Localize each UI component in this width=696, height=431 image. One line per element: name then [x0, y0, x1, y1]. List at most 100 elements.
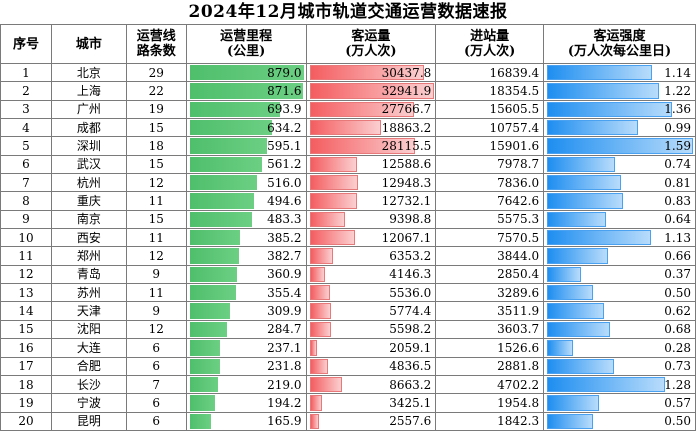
cell-lines: 29 [125, 62, 187, 83]
entries-value: 16839.4 [489, 65, 540, 80]
mileage-data-bar [189, 65, 304, 81]
cell-entries: 3844.0 [435, 246, 545, 266]
volume-data-bar [309, 285, 331, 301]
volume-data-bar [309, 101, 415, 118]
mileage-value: 494.6 [267, 194, 302, 209]
volume-value: 12732.1 [381, 194, 432, 209]
cell-intensity: 1.22 [543, 81, 696, 101]
mileage-value: 194.2 [267, 395, 302, 410]
cell-mileage: 483.3 [185, 209, 307, 230]
cell-city: 深圳 [50, 136, 127, 156]
intensity-value: 0.28 [664, 340, 691, 355]
volume-data-bar [309, 138, 416, 154]
intensity-data-bar [547, 266, 582, 283]
cell-entries: 10757.4 [435, 118, 545, 138]
cell-rank: 9 [0, 209, 52, 230]
entries-value: 2881.8 [497, 359, 540, 374]
mileage-value: 360.9 [267, 267, 302, 282]
cell-volume: 30437.8 [305, 62, 437, 83]
cell-intensity: 1.59 [543, 136, 696, 156]
cell-city: 武汉 [50, 154, 127, 175]
table-row: 10 西安 11 385.2 12067.1 7570.5 1.13 [0, 228, 696, 248]
table-row: 16 大连 6 237.1 2059.1 1526.6 0.28 [0, 338, 696, 358]
volume-data-bar [309, 340, 318, 356]
cell-city: 广州 [50, 99, 127, 120]
volume-value: 2557.6 [389, 414, 432, 429]
volume-data-bar [309, 395, 323, 411]
intensity-data-bar [547, 395, 600, 411]
mileage-data-bar [189, 376, 219, 393]
intensity-value: 0.74 [664, 157, 691, 172]
cell-intensity: 0.57 [543, 393, 696, 413]
volume-value: 12588.6 [381, 157, 432, 172]
mileage-data-bar [189, 321, 227, 338]
col-header-mileage: 运营里程 (公里) [185, 24, 307, 64]
cell-city: 成都 [50, 118, 127, 138]
cell-rank: 16 [0, 338, 52, 358]
mileage-data-bar [189, 193, 254, 209]
intensity-value: 1.36 [664, 102, 691, 117]
mileage-data-bar [189, 83, 303, 99]
mileage-value: 634.2 [267, 120, 302, 135]
col-header-intensity: 客运强度 (万人次每公里日) [543, 24, 696, 64]
cell-rank: 14 [0, 301, 52, 321]
intensity-value: 0.62 [664, 304, 691, 319]
cell-rank: 5 [0, 136, 52, 156]
header-row: 序号 城市 运营线 路条数 运营里程 (公里) 客运量 (万人次) 进站量 (万人次) … [0, 24, 696, 64]
mileage-data-bar [189, 358, 220, 374]
cell-volume: 12588.6 [305, 154, 437, 175]
entries-value: 18354.5 [489, 84, 540, 99]
intensity-data-bar [547, 340, 573, 356]
cell-lines: 6 [125, 393, 187, 413]
volume-value: 28115.5 [381, 139, 432, 154]
mileage-data-bar [189, 303, 230, 319]
mileage-value: 309.9 [267, 304, 302, 319]
cell-volume: 4836.5 [305, 356, 437, 376]
mileage-data-bar [189, 266, 237, 283]
volume-data-bar [309, 358, 328, 374]
cell-rank: 10 [0, 228, 52, 248]
mileage-data-bar [189, 340, 221, 356]
col-header-volume: 客运量 (万人次) [305, 24, 437, 64]
entries-value: 7978.7 [497, 157, 540, 172]
cell-entries: 15901.6 [435, 136, 545, 156]
entries-value: 15605.5 [489, 102, 540, 117]
intensity-data-bar [547, 376, 665, 393]
cell-lines: 19 [125, 99, 187, 120]
cell-entries: 3289.6 [435, 283, 545, 303]
intensity-value: 0.83 [664, 194, 691, 209]
table-row: 3 广州 19 693.9 27766.7 15605.5 1.36 [0, 99, 696, 120]
cell-entries: 1842.3 [435, 411, 545, 431]
cell-volume: 5774.4 [305, 301, 437, 321]
col-header-intensity-line1: 客运强度 [593, 29, 646, 44]
volume-value: 2059.1 [389, 340, 432, 355]
cell-rank: 11 [0, 246, 52, 266]
table-row: 8 重庆 11 494.6 12732.1 7642.6 0.83 [0, 191, 696, 211]
volume-data-bar [309, 303, 332, 319]
entries-value: 4702.2 [497, 377, 540, 392]
table-row: 6 武汉 15 561.2 12588.6 7978.7 0.74 [0, 154, 696, 175]
cell-entries: 3603.7 [435, 319, 545, 340]
intensity-value: 0.73 [664, 359, 691, 374]
volume-data-bar [309, 266, 326, 283]
col-header-city: 城市 [50, 24, 127, 64]
volume-value: 8663.2 [389, 377, 432, 392]
col-header-lines: 运营线 路条数 [125, 24, 187, 64]
cell-entries: 18354.5 [435, 81, 545, 101]
intensity-data-bar [547, 138, 694, 154]
cell-lines: 6 [125, 338, 187, 358]
volume-data-bar [309, 376, 343, 393]
table-row: 11 郑州 12 382.7 6353.2 3844.0 0.66 [0, 246, 696, 266]
cell-lines: 6 [125, 411, 187, 431]
mileage-data-bar [189, 120, 272, 136]
entries-value: 15901.6 [489, 139, 540, 154]
cell-city: 长沙 [50, 374, 127, 395]
table-row: 9 南京 15 483.3 9398.8 5575.3 0.64 [0, 209, 696, 230]
intensity-value: 0.66 [664, 249, 691, 264]
cell-intensity: 1.28 [543, 374, 696, 395]
col-header-lines-line1: 运营线 [136, 29, 176, 44]
cell-intensity: 0.28 [543, 338, 696, 358]
intensity-data-bar [547, 248, 608, 264]
mileage-value: 219.0 [267, 377, 302, 392]
volume-value: 4146.3 [389, 267, 432, 282]
